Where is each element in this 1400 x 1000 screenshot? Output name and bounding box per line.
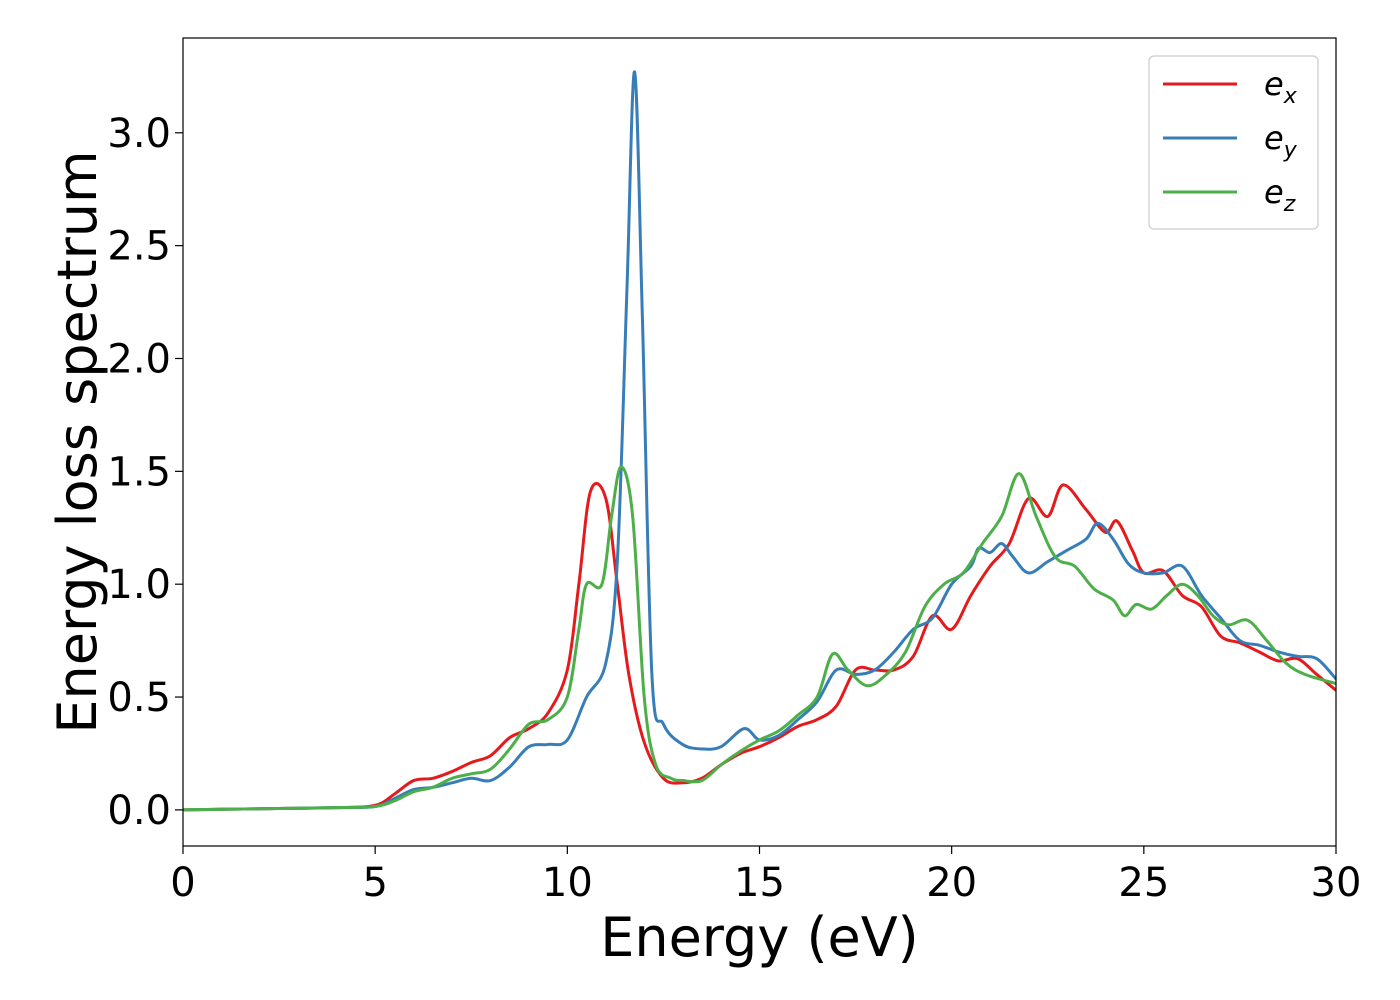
y-axis-label: Energy loss spectrum	[46, 150, 109, 733]
legend-label-y: ey	[1264, 119, 1298, 163]
legend-label-z: ez	[1264, 173, 1296, 217]
legend: ex ey ez	[1148, 55, 1319, 230]
y-tick-label: 1.5	[107, 449, 171, 495]
series-line-x	[183, 481, 1336, 812]
legend-label-x: ex	[1264, 65, 1298, 109]
x-tick-label: 15	[734, 860, 785, 906]
y-tick-label: 2.5	[107, 224, 171, 270]
legend-box	[1148, 55, 1319, 230]
y-tick-label: 3.0	[107, 111, 171, 157]
axes-layer: 0 5 10 15 20 25 300.00.51.01.52.02.53.0Energy …	[46, 37, 1362, 969]
x-axis-label: Energy (eV)	[600, 906, 919, 969]
y-tick-label: 1.0	[107, 562, 171, 608]
x-tick-label: 30	[1311, 860, 1362, 906]
x-tick-label: 20	[926, 860, 977, 906]
x-tick-label: 0	[170, 860, 195, 906]
series-line-z	[183, 465, 1336, 812]
y-tick-label: 0.5	[107, 675, 171, 721]
series-layer	[183, 70, 1336, 812]
y-tick-label: 0.0	[107, 788, 171, 834]
x-tick-label: 5	[362, 860, 387, 906]
x-tick-label: 10	[542, 860, 593, 906]
x-tick-label: 25	[1118, 860, 1169, 906]
y-tick-label: 2.0	[107, 336, 171, 382]
series-line-y	[183, 70, 1336, 812]
